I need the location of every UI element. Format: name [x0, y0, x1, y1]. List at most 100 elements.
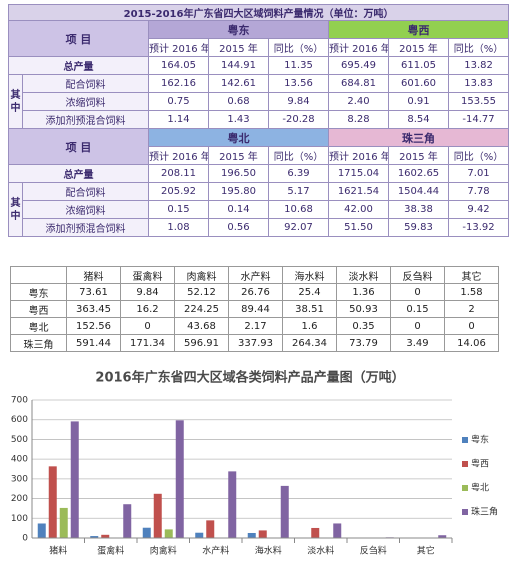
data-row: 粤东 73.61 9.84 52.12 26.76 25.4 1.36 0 1.58	[10, 283, 499, 301]
cell: 0.56	[208, 218, 269, 237]
bar	[37, 523, 46, 538]
cell: 16.2	[120, 300, 175, 318]
cell: 42.00	[328, 200, 389, 219]
cell: 25.4	[282, 283, 337, 301]
y-tick-label: 100	[11, 514, 28, 524]
data-row: 浓缩饲料 0.15 0.14 10.68 42.00 38.38 9.42	[9, 200, 510, 219]
data-row: 粤北 152.56 0 43.68 2.17 1.6 0.35 0 0	[10, 317, 499, 335]
legend-label: 粤北	[471, 482, 489, 494]
header-row: 猪料 蛋禽料 肉禽料 水产料 海水料 淡水料 反刍料 其它	[10, 266, 499, 284]
row-label: 珠三角	[10, 334, 67, 352]
cell: 73.61	[66, 283, 121, 301]
legend-swatch	[462, 437, 468, 443]
cell: 9.84	[268, 92, 329, 111]
legend-label: 珠三角	[471, 506, 498, 518]
cell: 26.76	[228, 283, 283, 301]
row-label: 粤北	[10, 317, 67, 335]
cell: 0.75	[148, 92, 209, 111]
subheader: 同比（%）	[447, 38, 510, 57]
data-row: 其中 配合饲料 162.16 142.61 13.56 684.81 601.60 13.83	[8, 74, 510, 129]
cell: 1715.04	[328, 164, 389, 183]
table-title: 2015-2016年广东省四大区域饲料产量情况（单位：万吨）	[7, 4, 510, 21]
subheader: 预计 2016 年	[148, 146, 209, 165]
cell: 162.16	[148, 74, 209, 93]
bar	[247, 532, 256, 538]
x-tick-label: 海水料	[255, 545, 282, 557]
y-tick-label: 200	[11, 494, 28, 504]
cell: 9.42	[447, 200, 510, 219]
cell: 13.82	[447, 56, 510, 75]
y-tick-label: 0	[22, 534, 28, 544]
y-tick-label: 700	[11, 396, 28, 406]
cell: 6.39	[268, 164, 329, 183]
subheader: 同比（%）	[447, 146, 510, 165]
cell: 1.36	[336, 283, 391, 301]
data-row: 珠三角 591.44 171.34 596.91 337.93 264.34 73.79 3.…	[10, 334, 499, 352]
cell: 1.58	[444, 283, 499, 301]
bar	[59, 507, 68, 538]
cell: 38.38	[388, 200, 449, 219]
column-header: 肉禽料	[174, 266, 229, 284]
subheader: 同比（%）	[268, 38, 329, 57]
y-tick-label: 500	[11, 435, 28, 445]
cell: 73.79	[336, 334, 391, 352]
cell: 43.68	[174, 317, 229, 335]
cell: 684.81	[328, 74, 389, 93]
cell: 13.83	[447, 74, 510, 93]
bar	[311, 527, 320, 538]
legend-label: 粤西	[471, 458, 489, 470]
cell: -20.28	[268, 110, 329, 129]
region-header: 粤西	[327, 20, 510, 39]
bar	[175, 420, 184, 538]
bar	[101, 534, 110, 538]
column-header: 反刍料	[390, 266, 445, 284]
y-tick-label: 400	[11, 455, 28, 465]
x-tick-label: 反刍料	[360, 545, 387, 557]
cell: 337.93	[228, 334, 283, 352]
subheader: 预计 2016 年	[328, 146, 389, 165]
region-header: 粤北	[148, 128, 329, 147]
cell: 2.17	[228, 317, 283, 335]
column-header: 其它	[444, 266, 499, 284]
cell: 52.12	[174, 283, 229, 301]
cell: 2	[444, 300, 499, 318]
row-label: 添加剂预混合饲料	[22, 110, 149, 129]
cell: 0	[390, 317, 445, 335]
data-row: 其中 配合饲料 205.92 195.80 5.17 1621.54 1504.44 7.78	[8, 182, 510, 237]
x-tick-label: 肉禽料	[150, 545, 177, 557]
cell: 611.05	[388, 56, 449, 75]
data-row: 粤西 363.45 16.2 224.25 89.44 38.51 50.93 0.15 2	[10, 300, 499, 318]
column-header: 猪料	[66, 266, 121, 284]
legend-swatch	[462, 485, 468, 491]
cell: 0	[120, 317, 175, 335]
chart: 2016年广东省四大区域各类饲料产品产量图（万吨） 0 100 200 300 400 5…	[11, 370, 498, 557]
cell: 601.60	[388, 74, 449, 93]
region-feed-table: 2015-2016年广东省四大区域饲料产量情况（单位：万吨） 项 目 粤东 粤西预计 …	[7, 4, 510, 237]
region-header: 粤东	[148, 20, 329, 39]
data-row: 总产量 208.11 196.50 6.39 1715.04 1602.65 7.01	[8, 164, 510, 183]
cell: 171.34	[120, 334, 175, 352]
x-tick-label: 水产料	[202, 545, 229, 557]
cell: 144.91	[208, 56, 269, 75]
cell: 8.54	[388, 110, 449, 129]
bar	[153, 493, 162, 538]
chart-title: 2016年广东省四大区域各类饲料产品产量图（万吨）	[95, 370, 404, 386]
cell: 7.01	[447, 164, 510, 183]
bar	[123, 504, 132, 538]
bar	[90, 536, 99, 538]
subheader: 预计 2016 年	[148, 38, 209, 57]
subheader: 2015 年	[208, 146, 269, 165]
bar	[195, 532, 204, 538]
bar	[258, 530, 267, 538]
legend-label: 粤东	[471, 434, 489, 446]
cell: 1504.44	[388, 182, 449, 201]
column-header: 淡水料	[336, 266, 391, 284]
item-header: 项 目	[8, 128, 149, 165]
title-row: 2015-2016年广东省四大区域饲料产量情况（单位：万吨）	[7, 4, 510, 21]
cell: 11.35	[268, 56, 329, 75]
row-label: 配合饲料	[22, 74, 149, 93]
subheader: 2015 年	[388, 38, 449, 57]
subheader: 2015 年	[208, 38, 269, 57]
row-label: 粤东	[10, 283, 67, 301]
cell: 0.68	[208, 92, 269, 111]
